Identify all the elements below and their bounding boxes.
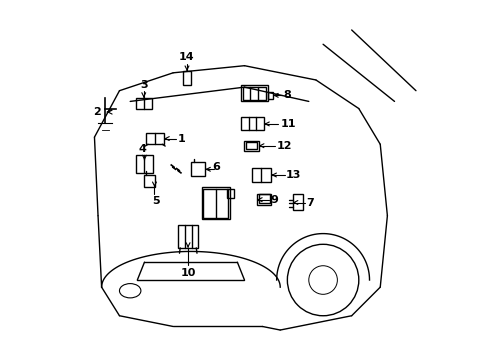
Text: 3: 3 bbox=[140, 80, 147, 90]
Bar bbox=[245, 142, 257, 149]
Bar bbox=[257, 194, 271, 205]
Text: 10: 10 bbox=[180, 267, 195, 278]
Bar bbox=[183, 71, 190, 85]
Bar bbox=[292, 194, 303, 210]
Text: 12: 12 bbox=[276, 141, 291, 151]
Bar bbox=[201, 187, 230, 219]
Bar bbox=[226, 189, 233, 198]
Bar bbox=[190, 162, 205, 176]
Bar bbox=[135, 98, 151, 109]
Bar bbox=[244, 141, 258, 151]
Text: 8: 8 bbox=[283, 90, 290, 100]
Bar bbox=[241, 85, 267, 102]
Bar bbox=[146, 133, 164, 144]
Bar bbox=[178, 225, 198, 248]
Text: 14: 14 bbox=[179, 52, 194, 62]
Text: 9: 9 bbox=[270, 195, 278, 204]
Text: 4: 4 bbox=[139, 144, 146, 154]
Text: 1: 1 bbox=[177, 134, 185, 144]
Text: 2: 2 bbox=[93, 107, 101, 117]
Text: 13: 13 bbox=[285, 170, 301, 180]
Bar bbox=[242, 87, 265, 100]
Bar bbox=[267, 92, 272, 99]
Text: 7: 7 bbox=[306, 198, 314, 207]
Bar bbox=[144, 175, 155, 187]
Text: 6: 6 bbox=[212, 162, 220, 172]
Bar bbox=[135, 155, 152, 173]
Bar bbox=[241, 117, 264, 130]
Bar bbox=[258, 194, 269, 203]
Text: 5: 5 bbox=[152, 196, 160, 206]
Bar bbox=[251, 168, 271, 182]
Bar bbox=[203, 189, 228, 217]
Text: 11: 11 bbox=[280, 119, 295, 129]
